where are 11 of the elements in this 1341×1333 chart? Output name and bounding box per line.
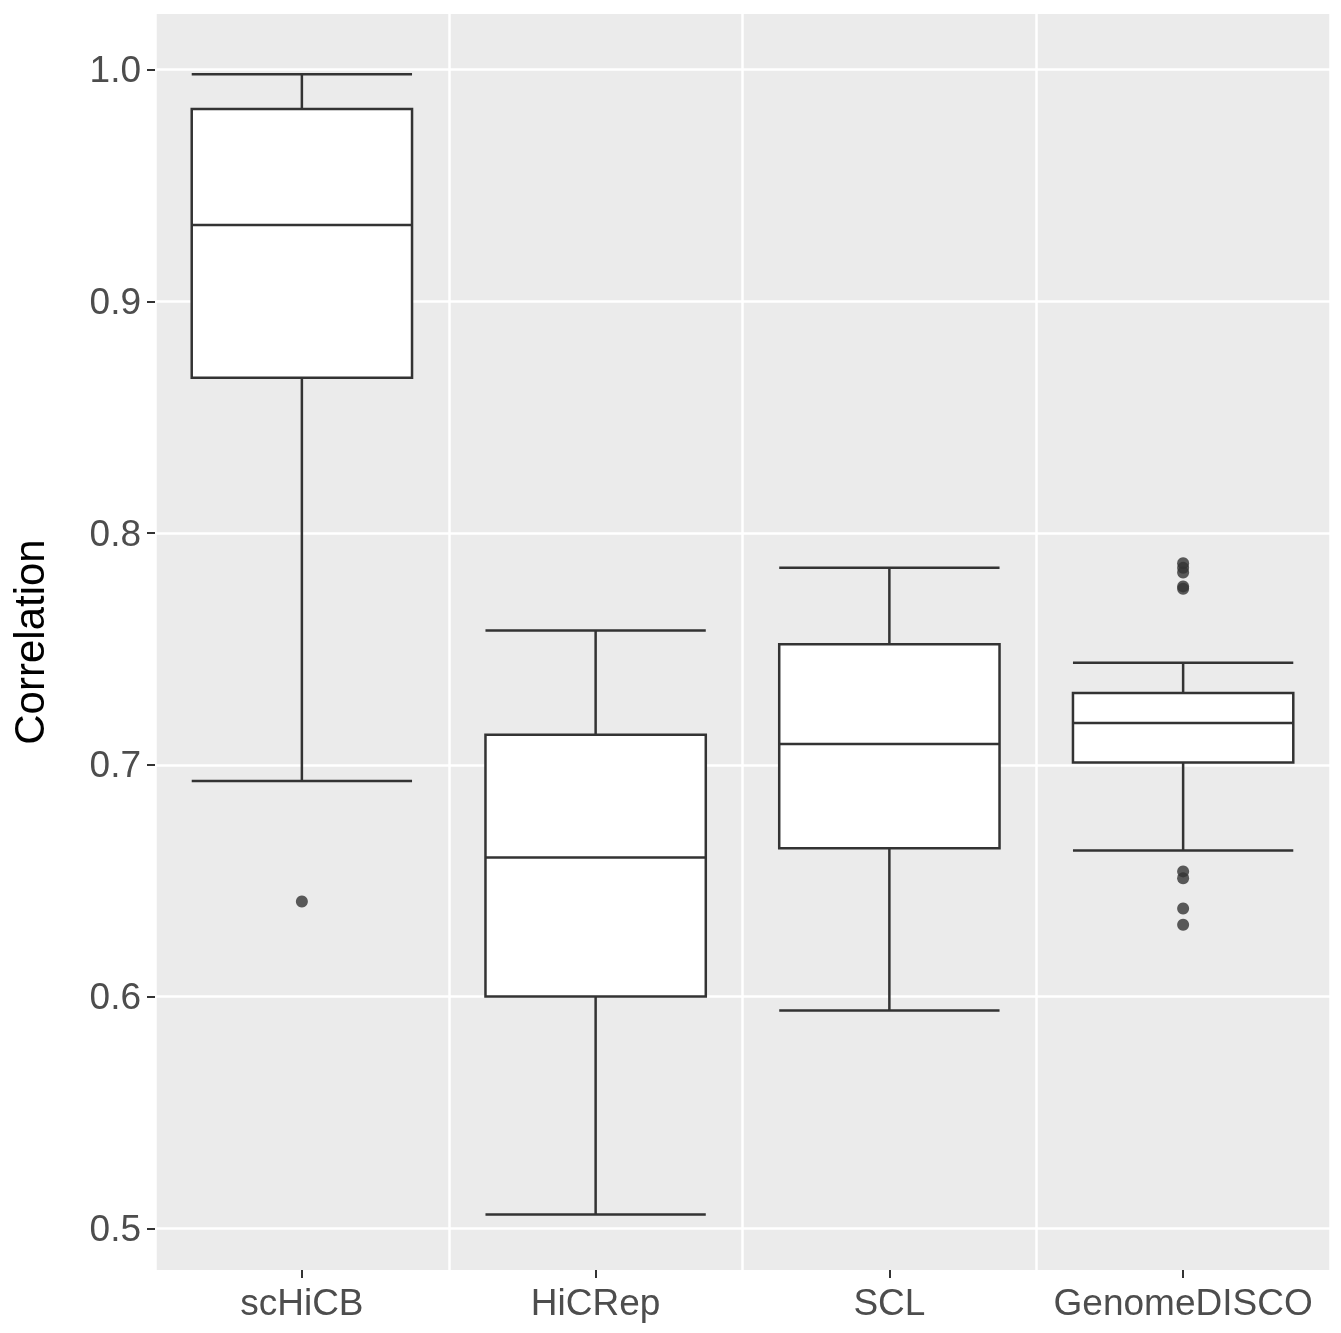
y-tick-label: 0.5 (89, 1207, 141, 1249)
x-tick-label: scHiCB (240, 1282, 364, 1323)
y-axis-title: Correlation (5, 539, 53, 745)
x-tick-label: GenomeDISCO (1053, 1282, 1313, 1323)
y-tick-label: 0.8 (89, 512, 141, 554)
y-tick-label: 0.7 (89, 744, 141, 786)
y-tick-label: 1.0 (89, 49, 141, 91)
y-tick-label: 0.6 (89, 976, 141, 1018)
x-tick-label: HiCRep (530, 1282, 661, 1323)
y-tick-label: 0.9 (89, 280, 141, 322)
x-tick-label: SCL (853, 1282, 926, 1323)
